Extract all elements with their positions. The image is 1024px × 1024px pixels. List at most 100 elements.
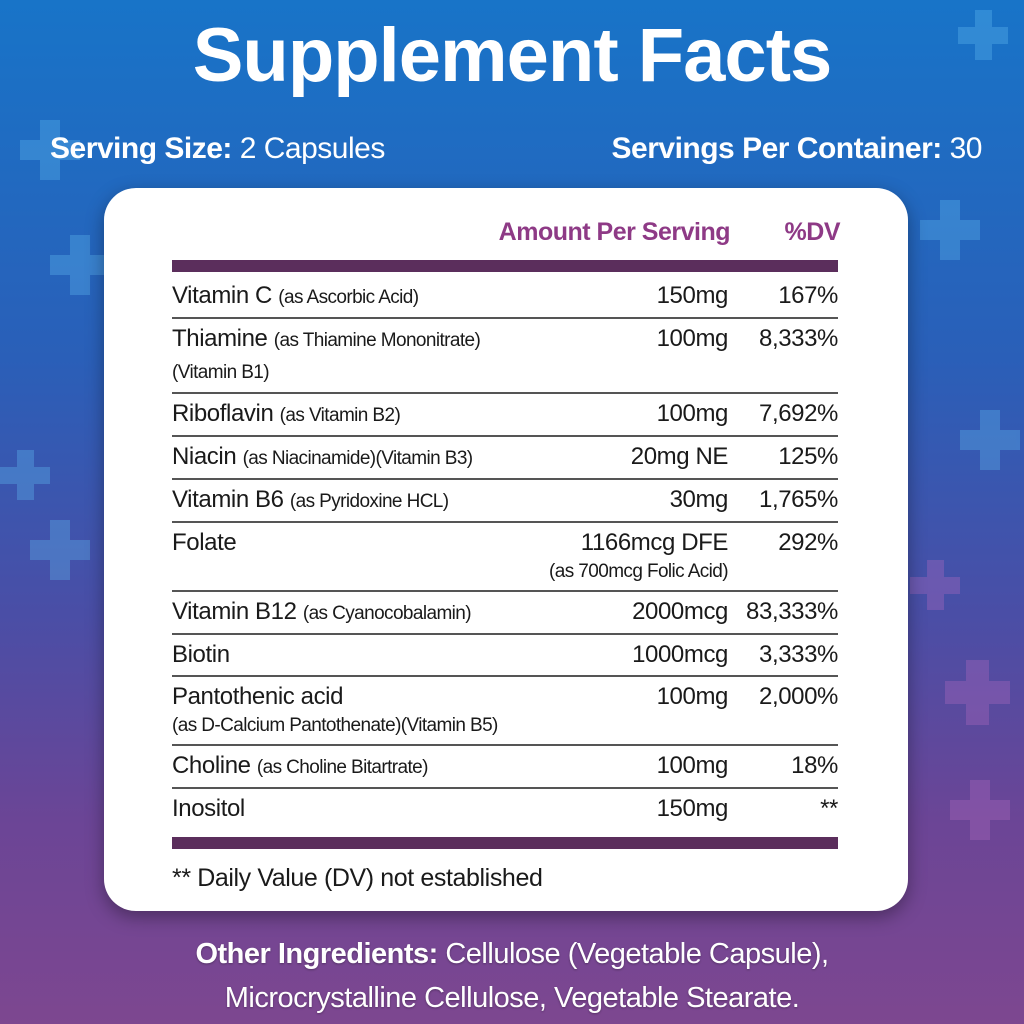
nutrient-name-cell: Riboflavin (as Vitamin B2) xyxy=(172,399,528,431)
other-ingredients-line1: Cellulose (Vegetable Capsule), xyxy=(445,938,829,970)
footnote: ** Daily Value (DV) not established xyxy=(172,864,543,892)
nutrient-amount: 1166mcg DFE (as 700mcg Folic Acid) xyxy=(528,528,729,586)
table-row: Vitamin B6 (as Pyridoxine HCL) 30mg 1,76… xyxy=(172,480,838,523)
cross-decoration xyxy=(950,780,1010,840)
nutrient-dv: 3,333% xyxy=(759,641,838,668)
cross-decoration xyxy=(50,235,110,295)
nutrient-dv: 83,333% xyxy=(746,598,838,625)
nutrient-detail: (as Pyridoxine HCL) xyxy=(289,491,449,512)
nutrient-name: Niacin xyxy=(172,443,237,470)
serving-size-value: 2 Capsules xyxy=(239,132,386,165)
table-row: Vitamin B12 (as Cyanocobalamin) 2000mcg … xyxy=(172,592,838,635)
nutrient-amount-value: 100mg xyxy=(656,325,729,352)
facts-card: Amount Per Serving %DV Vitamin C (as Asc… xyxy=(104,188,908,911)
nutrient-amount-value: 150mg xyxy=(656,795,729,822)
table-row: Folate 1166mcg DFE (as 700mcg Folic Acid)… xyxy=(172,523,838,592)
cross-decoration xyxy=(30,520,90,580)
nutrient-detail: (as D-Calcium Pantothenate)(Vitamin B5) xyxy=(172,715,498,736)
nutrient-dv: 125% xyxy=(778,443,838,470)
nutrient-dv: 7,692% xyxy=(759,400,838,427)
nutrient-dv: ** xyxy=(820,795,838,822)
nutrient-amount-value: 1166mcg DFE xyxy=(580,529,729,556)
nutrient-dv: 292% xyxy=(778,529,838,556)
nutrient-name-cell: Thiamine (as Thiamine Mononitrate)(Vitam… xyxy=(172,324,528,388)
table-row: Pantothenic acid (as D-Calcium Pantothena… xyxy=(172,677,838,746)
nutrient-amount-value: 1000mcg xyxy=(632,641,728,668)
table-row: Niacin (as Niacinamide)(Vitamin B3) 20mg… xyxy=(172,437,838,480)
nutrient-name: Pantothenic acid xyxy=(172,683,344,710)
nutrient-amount-detail: (as 700mcg Folic Acid) xyxy=(549,561,729,582)
table-row: Thiamine (as Thiamine Mononitrate)(Vitam… xyxy=(172,319,838,394)
nutrient-amount: 2000mcg xyxy=(528,597,728,627)
table-row: Choline (as Choline Bitartrate) 100mg 18… xyxy=(172,746,838,789)
nutrient-amount-value: 150mg xyxy=(656,282,729,309)
nutrient-amount: 1000mcg xyxy=(528,640,728,670)
other-ingredients-label: Other Ingredients: xyxy=(195,938,438,970)
nutrient-name: Choline xyxy=(172,752,251,779)
bottom-divider-bar xyxy=(172,837,838,849)
nutrient-detail: (as Cyanocobalamin) xyxy=(302,603,472,624)
other-ingredients-line2: Microcrystalline Cellulose, Vegetable St… xyxy=(224,982,800,1014)
nutrient-amount-value: 100mg xyxy=(656,752,729,779)
table-row: Biotin 1000mcg 3,333% xyxy=(172,635,838,677)
nutrient-name: Inositol xyxy=(172,795,245,822)
nutrient-dv: 18% xyxy=(791,752,838,779)
table-row: Inositol 150mg ** xyxy=(172,789,838,831)
amount-header: Amount Per Serving xyxy=(498,218,731,246)
cross-decoration xyxy=(910,560,960,610)
nutrient-name-cell: Vitamin B12 (as Cyanocobalamin) xyxy=(172,597,528,629)
nutrient-name: Vitamin B12 xyxy=(172,598,297,625)
nutrient-name-cell: Niacin (as Niacinamide)(Vitamin B3) xyxy=(172,442,528,474)
nutrient-amount: 150mg xyxy=(528,794,729,824)
nutrient-amount-value: 20mg NE xyxy=(630,443,729,470)
nutrient-name-cell: Vitamin B6 (as Pyridoxine HCL) xyxy=(172,485,528,517)
table-row: Vitamin C (as Ascorbic Acid) 150mg 167% xyxy=(172,276,838,319)
nutrient-amount: 100mg xyxy=(528,399,729,429)
cross-decoration xyxy=(20,120,80,180)
nutrient-dv: 8,333% xyxy=(759,325,838,352)
nutrient-amount: 100mg xyxy=(528,751,729,781)
dv-header: %DV xyxy=(784,218,841,246)
nutrient-dv: 2,000% xyxy=(759,683,838,710)
cross-decoration xyxy=(920,200,980,260)
cross-decoration xyxy=(945,660,1010,725)
cross-decoration xyxy=(958,10,1008,60)
nutrient-detail: (as Niacinamide)(Vitamin B3) xyxy=(242,448,474,469)
nutrient-detail: (as Ascorbic Acid) xyxy=(278,287,419,308)
nutrient-amount-value: 2000mcg xyxy=(632,598,728,625)
page-title: Supplement Facts xyxy=(192,13,833,98)
nutrient-amount: 100mg xyxy=(528,682,729,712)
nutrient-name: Folate xyxy=(172,529,237,556)
nutrient-name-cell: Pantothenic acid (as D-Calcium Pantothena… xyxy=(172,682,528,740)
serving-size: Serving Size: 2 Capsules xyxy=(50,132,385,166)
servings-per-container-label: Servings Per Container: xyxy=(611,132,943,165)
top-divider-bar xyxy=(172,260,838,272)
nutrient-name: Thiamine xyxy=(172,325,268,352)
nutrient-name: Vitamin C xyxy=(172,282,272,309)
table-header: Amount Per Serving %DV xyxy=(172,216,841,248)
nutrient-table: Vitamin C (as Ascorbic Acid) 150mg 167% T… xyxy=(172,276,838,831)
nutrient-name: Vitamin B6 xyxy=(172,486,284,513)
servings-per-container: Servings Per Container: 30 xyxy=(611,132,983,166)
nutrient-detail: (as Choline Bitartrate) xyxy=(256,757,429,778)
nutrient-dv: 167% xyxy=(778,282,838,309)
nutrient-name-cell: Choline (as Choline Bitartrate) xyxy=(172,751,528,783)
nutrient-name-cell: Inositol xyxy=(172,794,528,824)
nutrient-amount: 30mg xyxy=(528,485,729,515)
nutrient-amount: 100mg xyxy=(528,324,729,354)
nutrient-amount: 150mg xyxy=(528,281,729,311)
cross-decoration xyxy=(0,450,50,500)
nutrient-amount-value: 100mg xyxy=(656,683,729,710)
cross-decoration xyxy=(960,410,1020,470)
nutrient-name: Riboflavin xyxy=(172,400,274,427)
nutrient-name-cell: Folate xyxy=(172,528,528,558)
servings-per-container-value: 30 xyxy=(949,132,983,165)
table-row: Riboflavin (as Vitamin B2) 100mg 7,692% xyxy=(172,394,838,437)
nutrient-name: Biotin xyxy=(172,641,230,668)
nutrient-detail: (as Vitamin B2) xyxy=(279,405,401,426)
nutrient-name-cell: Vitamin C (as Ascorbic Acid) xyxy=(172,281,528,313)
nutrient-amount: 20mg NE xyxy=(528,442,729,472)
nutrient-amount-value: 30mg xyxy=(669,486,729,513)
nutrient-detail: (as Thiamine Mononitrate)(Vitamin B1) xyxy=(172,330,481,383)
other-ingredients: Other Ingredients: Cellulose (Vegetable … xyxy=(0,932,1024,1020)
